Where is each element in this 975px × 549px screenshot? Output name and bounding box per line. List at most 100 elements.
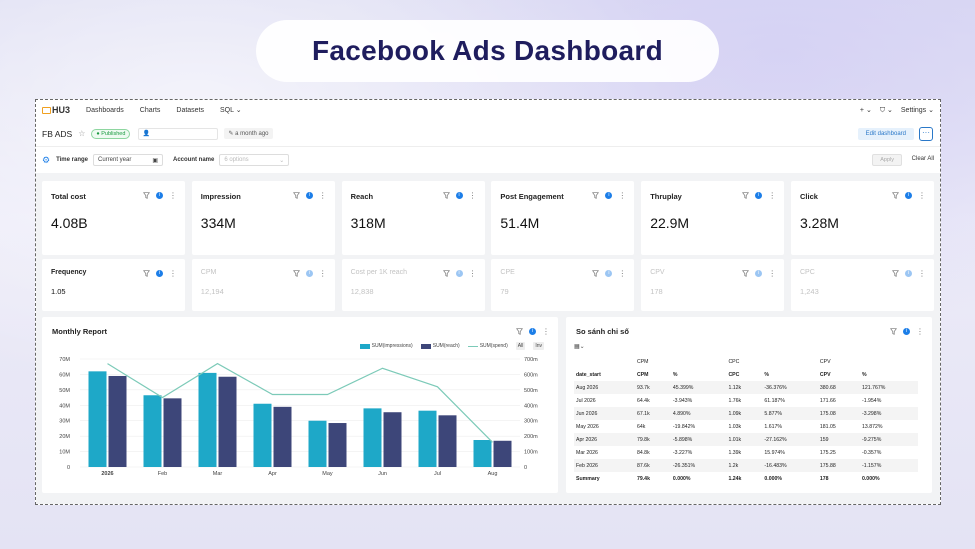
- info-icon[interactable]: i: [156, 270, 163, 277]
- kebab-menu-icon[interactable]: ⋮: [918, 269, 926, 278]
- info-icon[interactable]: i: [305, 270, 313, 277]
- filter-icon[interactable]: [516, 328, 523, 335]
- kebab-menu-icon[interactable]: ⋮: [468, 269, 477, 278]
- monthly-report-panel: Monthly Report i ⋮ SUM(impressions) SUM(…: [42, 317, 558, 493]
- edit-dashboard-button[interactable]: Edit dashboard: [857, 128, 914, 140]
- metric-card: Thruplay 22.9M i ⋮: [641, 181, 785, 255]
- kebab-menu-icon[interactable]: ⋮: [916, 327, 924, 336]
- filter-bar: ⚙ Time range Current year ▣ Account name …: [36, 149, 940, 171]
- filter-icon[interactable]: [143, 270, 150, 277]
- kebab-menu-icon[interactable]: ⋮: [318, 269, 327, 278]
- nav-sql[interactable]: SQL ⌄: [220, 106, 242, 114]
- table-cell: May 2026: [576, 423, 599, 430]
- summary-cell: 0.000%: [764, 475, 782, 482]
- metric-card: CPE 79 i ⋮: [491, 259, 635, 311]
- table-view-icon[interactable]: ▦⌄: [574, 344, 585, 350]
- group-header: CPM: [636, 358, 649, 365]
- info-icon[interactable]: i: [905, 270, 912, 277]
- column-header[interactable]: %: [861, 371, 867, 378]
- kebab-menu-icon[interactable]: ⋮: [468, 191, 477, 200]
- legend-label: SUM(spend): [479, 343, 508, 349]
- legend-inv-button[interactable]: Inv: [533, 342, 544, 350]
- column-header[interactable]: CPM: [636, 371, 649, 378]
- filter-icon[interactable]: [892, 192, 899, 199]
- filter-icon[interactable]: [143, 192, 150, 199]
- info-icon[interactable]: i: [605, 270, 613, 277]
- info-icon[interactable]: i: [455, 270, 463, 277]
- x-tick-label: Jun: [378, 471, 387, 477]
- nav-charts[interactable]: Charts: [139, 106, 161, 114]
- metric-value: 12,838: [350, 287, 374, 296]
- filter-icon[interactable]: [442, 192, 450, 199]
- column-header[interactable]: date_start: [576, 371, 601, 378]
- clear-all-button[interactable]: Clear All: [911, 156, 934, 162]
- plus-icon: +: [859, 107, 865, 114]
- metric-card: Reach 318M i ⋮: [341, 181, 485, 255]
- kebab-menu-icon[interactable]: ⋮: [618, 269, 627, 278]
- kebab-menu-icon[interactable]: ⋮: [768, 191, 777, 200]
- plus-menu-button[interactable]: + ⌄: [859, 107, 872, 114]
- info-icon[interactable]: i: [305, 192, 313, 199]
- kebab-menu-icon[interactable]: ⋮: [542, 327, 550, 336]
- kebab-menu-icon[interactable]: ⋮: [918, 191, 926, 200]
- info-icon[interactable]: i: [455, 192, 463, 199]
- filter-menu-icon[interactable]: ⛉ ⌄: [879, 106, 893, 114]
- time-range-label: Time range: [56, 157, 88, 163]
- panel-tools: i ⋮: [516, 327, 550, 336]
- kebab-menu-icon[interactable]: ⋮: [169, 269, 177, 278]
- legend-all-button[interactable]: All: [515, 342, 526, 350]
- table-cell: Feb 2026: [574, 459, 635, 472]
- filter-icon[interactable]: [592, 192, 600, 199]
- legend-spend[interactable]: SUM(spend): [467, 343, 508, 349]
- more-options-button[interactable]: ···: [919, 127, 933, 141]
- kebab-menu-icon[interactable]: ⋮: [768, 269, 777, 278]
- filter-icon[interactable]: [742, 192, 750, 199]
- column-header[interactable]: CPV: [819, 371, 831, 378]
- filter-icon[interactable]: [442, 270, 450, 277]
- logo-icon: [42, 106, 51, 114]
- column-header[interactable]: %: [672, 371, 678, 378]
- card-tools: i ⋮: [442, 191, 477, 200]
- star-icon[interactable]: ☆: [78, 129, 86, 138]
- summary-cell: 1.24k: [728, 475, 742, 482]
- time-range-select[interactable]: Current year ▣: [92, 154, 163, 166]
- filter-icon[interactable]: [292, 270, 300, 277]
- settings-menu[interactable]: Settings ⌄: [900, 107, 934, 114]
- owner-field[interactable]: 👤: [138, 127, 219, 140]
- account-select[interactable]: 6 options ⌄: [219, 154, 290, 166]
- table-cell: 4.890%: [670, 407, 727, 420]
- bar: [253, 403, 272, 467]
- info-icon[interactable]: i: [755, 270, 763, 277]
- bar: [88, 371, 107, 467]
- info-icon[interactable]: i: [755, 192, 763, 199]
- y2-tick-label: 500m: [524, 388, 538, 394]
- column-header[interactable]: CPC: [728, 371, 740, 378]
- info-icon[interactable]: i: [529, 328, 536, 335]
- info-icon[interactable]: i: [903, 328, 910, 335]
- kebab-menu-icon[interactable]: ⋮: [318, 191, 327, 200]
- metric-card: Frequency 1.05 i ⋮: [42, 259, 185, 311]
- filter-icon[interactable]: [592, 270, 600, 277]
- apply-button[interactable]: Apply: [872, 154, 902, 166]
- legend-impressions[interactable]: SUM(impressions): [359, 343, 413, 349]
- kebab-menu-icon[interactable]: ⋮: [169, 191, 177, 200]
- x-tick-label: Feb: [158, 471, 167, 477]
- info-icon[interactable]: i: [905, 192, 912, 199]
- legend-reach[interactable]: SUM(reach): [420, 343, 460, 349]
- gear-icon[interactable]: ⚙: [42, 154, 51, 165]
- info-icon[interactable]: i: [156, 192, 163, 199]
- table-cell: 1.76k: [728, 397, 742, 404]
- info-icon[interactable]: i: [605, 192, 613, 199]
- monthly-report-chart: 0 10M 20M 30M 40M 50M 60M 70M 0 100m 200m 300m 400m 5…: [59, 357, 538, 477]
- user-icon: 👤: [142, 131, 150, 137]
- filter-icon[interactable]: [890, 328, 897, 335]
- column-header[interactable]: %: [764, 371, 770, 378]
- filter-icon[interactable]: [892, 270, 899, 277]
- nav-right: + ⌄ ⛉ ⌄ Settings ⌄: [860, 100, 934, 120]
- filter-icon[interactable]: [742, 270, 750, 277]
- filter-icon[interactable]: [292, 192, 300, 199]
- kebab-menu-icon[interactable]: ⋮: [618, 191, 627, 200]
- nav-dashboards[interactable]: Dashboards: [86, 106, 124, 114]
- summary-cell: 0.000%: [861, 475, 880, 482]
- nav-datasets[interactable]: Datasets: [176, 106, 205, 114]
